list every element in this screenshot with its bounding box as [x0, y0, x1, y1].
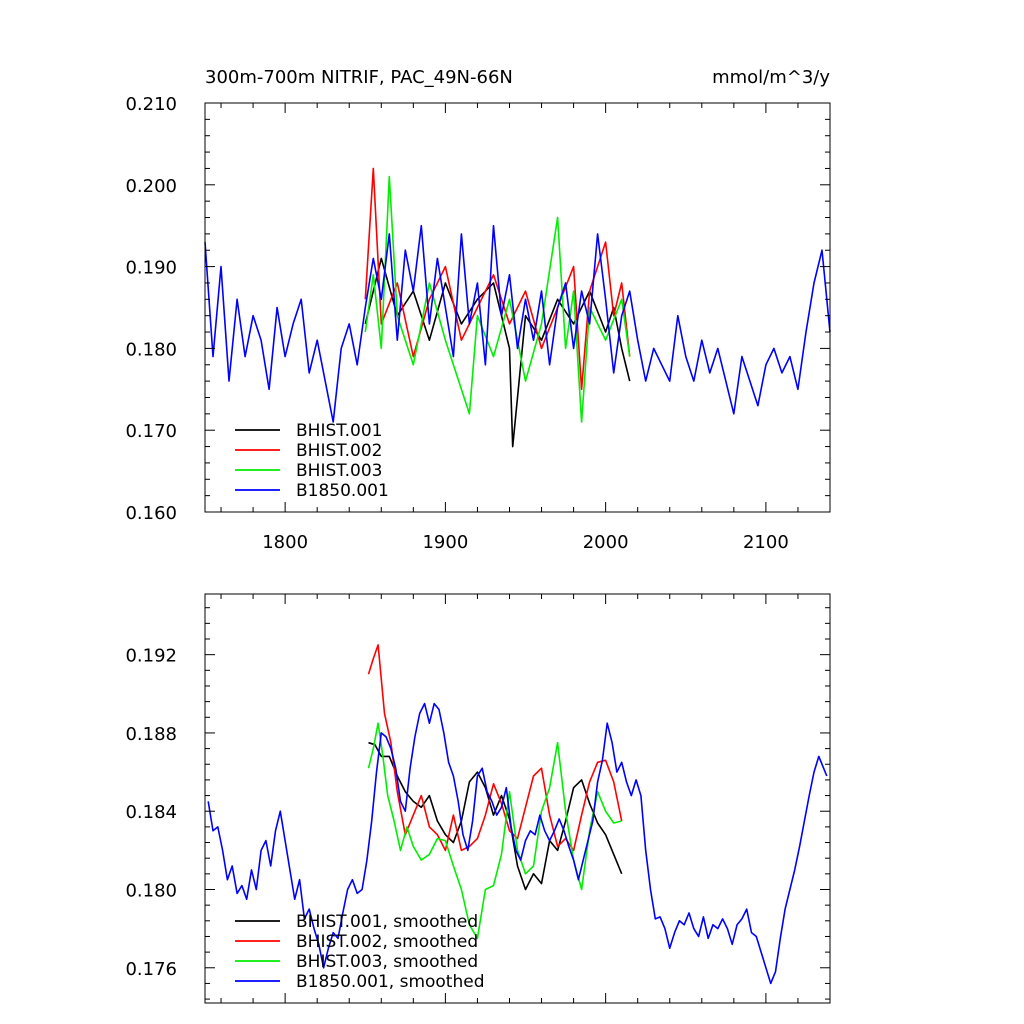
- y-tick-label: 0.160: [125, 503, 177, 524]
- series-line-b1850-001-smoothed: [207, 702, 828, 985]
- x-tick-label: 1900: [422, 532, 468, 553]
- legend-label: BHIST.001, smoothed: [296, 912, 478, 932]
- top-axis-ticks: 1800 1900 2000 2100 0.160 0.170 0.180 0.190 0.20…: [125, 94, 831, 553]
- y-tick-label: 0.210: [125, 94, 177, 115]
- x-tick-label: 2100: [743, 532, 789, 553]
- series-line-bhist-002-smoothed: [367, 644, 623, 852]
- series-line-b1850-001: [204, 224, 831, 423]
- top-plot-frame: [204, 102, 831, 513]
- y-tick-label: 0.190: [125, 258, 177, 279]
- y-tick-label: 0.176: [125, 959, 177, 980]
- x-tick-label: 2000: [583, 532, 629, 553]
- chart-units: mmol/m^3/y: [712, 67, 830, 88]
- legend-label: B1850.001, smoothed: [296, 972, 485, 992]
- y-tick-label: 0.200: [125, 176, 177, 197]
- y-tick-label: 0.180: [125, 880, 177, 901]
- series-line-bhist-001-smoothed: [368, 741, 623, 891]
- series-line-bhist-003-smoothed: [367, 722, 622, 940]
- chart-title: 300m-700m NITRIF, PAC_49N-66N: [205, 67, 513, 88]
- legend-label: BHIST.002, smoothed: [296, 932, 478, 952]
- bottom-panel: 0.176 0.180 0.184 0.188 0.192 BHIST.001, smo…: [125, 593, 831, 1004]
- x-tick-label: 1800: [262, 532, 308, 553]
- y-tick-label: 0.184: [125, 802, 177, 823]
- y-tick-label: 0.188: [125, 724, 177, 745]
- bottom-series-group: [207, 644, 828, 985]
- bottom-axis-ticks: 0.176 0.180 0.184 0.188 0.192: [125, 594, 831, 1003]
- series-line-bhist-001: [364, 257, 631, 448]
- y-tick-label: 0.170: [125, 421, 177, 442]
- top-series-group: [204, 167, 831, 448]
- legend-label: BHIST.001: [296, 421, 382, 441]
- top-panel: 300m-700m NITRIF, PAC_49N-66N mmol/m^3/y…: [125, 67, 831, 553]
- legend-label: B1850.001: [296, 481, 389, 501]
- series-line-bhist-003: [364, 175, 631, 423]
- legend-label: BHIST.002: [296, 441, 382, 461]
- legend-label: BHIST.003, smoothed: [296, 952, 478, 972]
- legend-label: BHIST.003: [296, 461, 382, 481]
- y-tick-label: 0.192: [125, 646, 177, 667]
- y-tick-label: 0.180: [125, 339, 177, 360]
- bottom-plot-frame: [204, 593, 831, 1004]
